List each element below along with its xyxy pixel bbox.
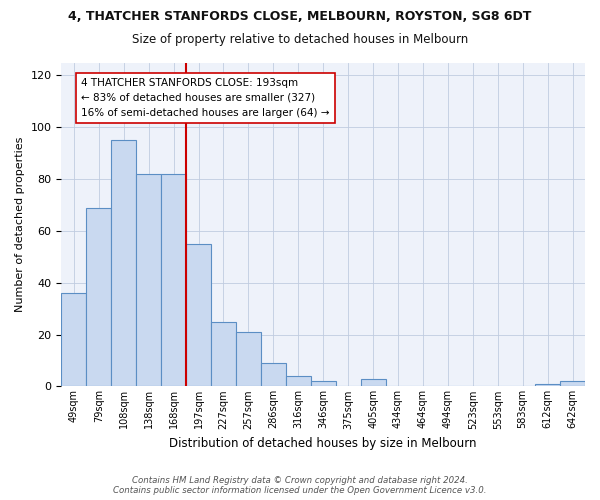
Text: 4, THATCHER STANFORDS CLOSE, MELBOURN, ROYSTON, SG8 6DT: 4, THATCHER STANFORDS CLOSE, MELBOURN, R… xyxy=(68,10,532,23)
X-axis label: Distribution of detached houses by size in Melbourn: Distribution of detached houses by size … xyxy=(169,437,477,450)
Bar xyxy=(236,332,261,386)
Bar xyxy=(535,384,560,386)
Bar xyxy=(311,381,335,386)
Text: Contains HM Land Registry data © Crown copyright and database right 2024.
Contai: Contains HM Land Registry data © Crown c… xyxy=(113,476,487,495)
Text: Size of property relative to detached houses in Melbourn: Size of property relative to detached ho… xyxy=(132,32,468,46)
Bar xyxy=(136,174,161,386)
Bar xyxy=(261,363,286,386)
Bar xyxy=(161,174,186,386)
Bar xyxy=(86,208,111,386)
Bar xyxy=(186,244,211,386)
Bar xyxy=(211,322,236,386)
Y-axis label: Number of detached properties: Number of detached properties xyxy=(15,137,25,312)
Bar xyxy=(61,293,86,386)
Bar xyxy=(111,140,136,386)
Bar xyxy=(560,381,585,386)
Bar xyxy=(361,378,386,386)
Text: 4 THATCHER STANFORDS CLOSE: 193sqm
← 83% of detached houses are smaller (327)
16: 4 THATCHER STANFORDS CLOSE: 193sqm ← 83%… xyxy=(82,78,330,118)
Bar xyxy=(286,376,311,386)
